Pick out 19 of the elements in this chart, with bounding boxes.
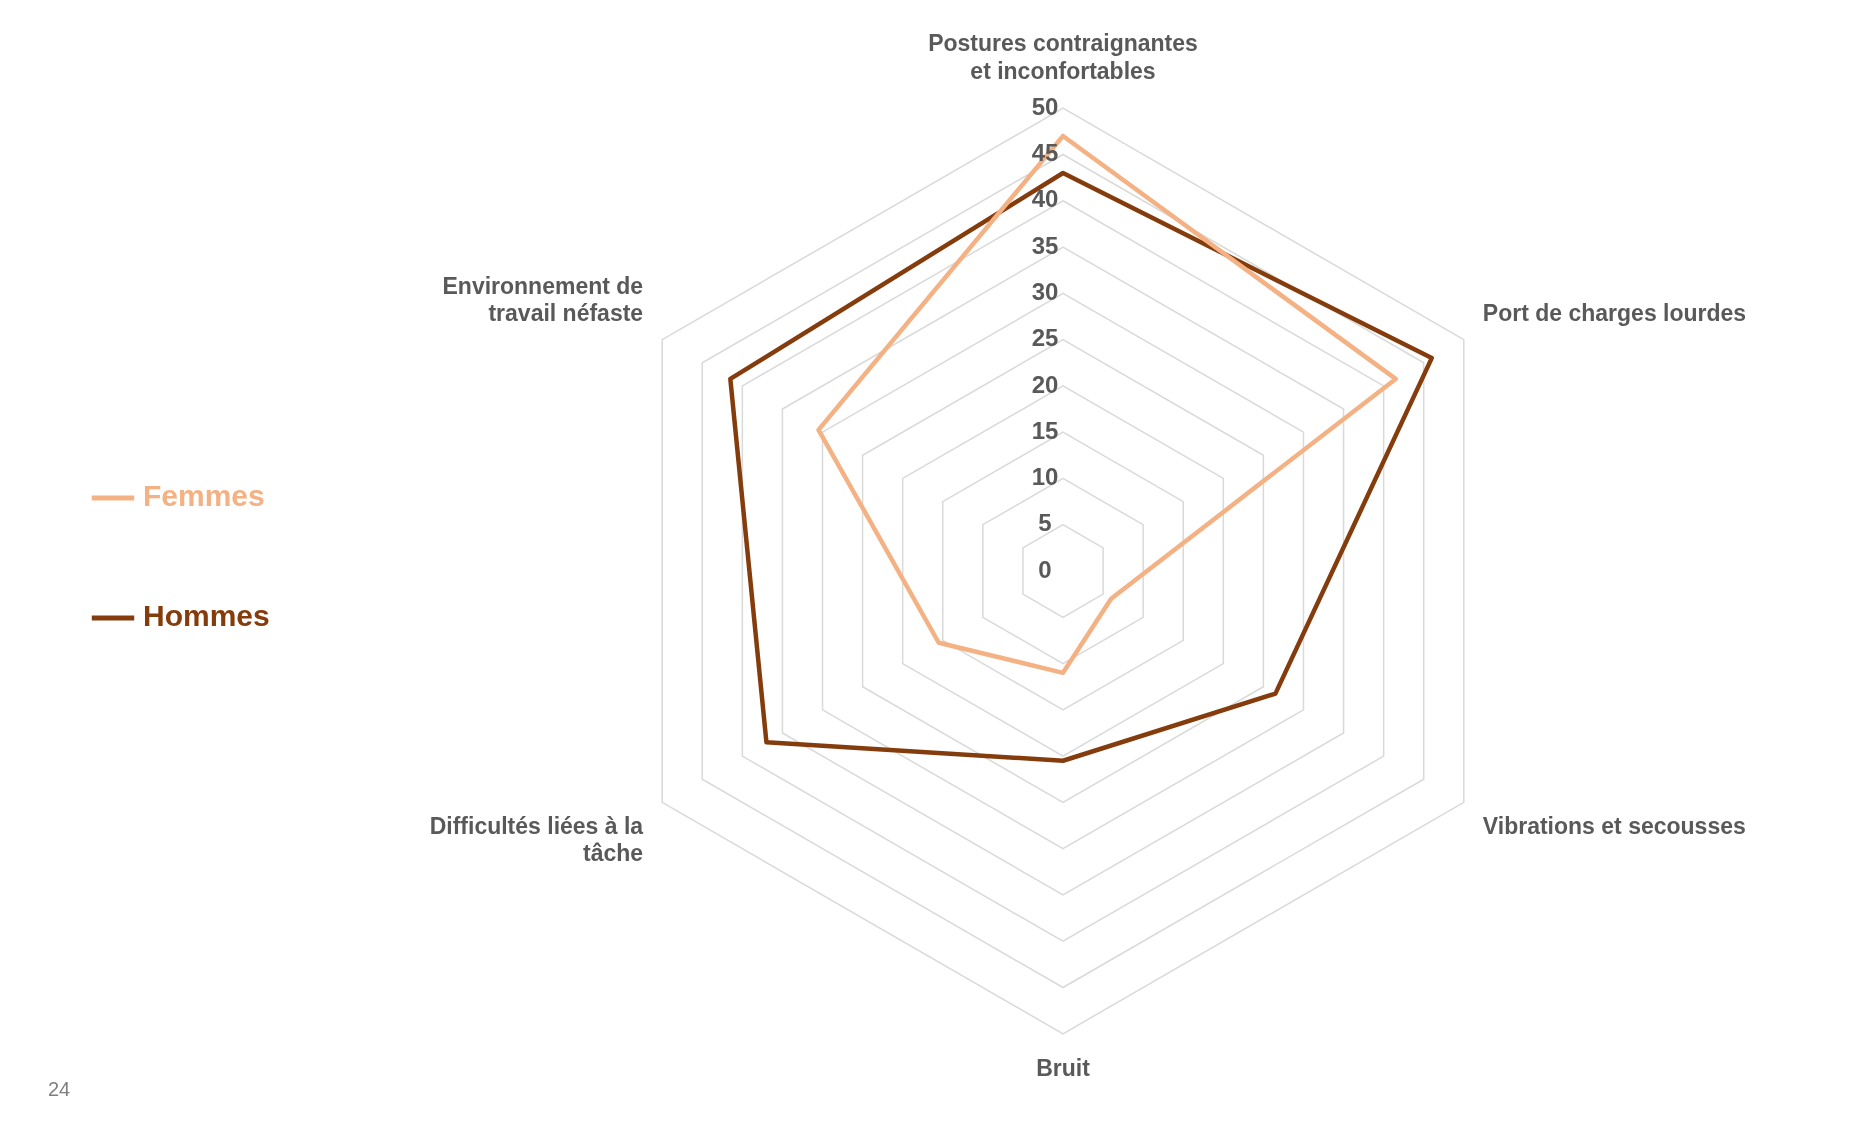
text: 24 bbox=[48, 1077, 71, 1100]
y-tick-label: 35 bbox=[1031, 231, 1059, 259]
y-tick-label: 20 bbox=[1031, 370, 1059, 398]
y-tick-label: 25 bbox=[1031, 324, 1059, 352]
spoke-label: Environnement de travail néfaste bbox=[442, 272, 644, 327]
spoke-label: Difficultés liées à la tâche bbox=[429, 812, 644, 867]
legend-label: Femmes bbox=[143, 479, 265, 513]
y-tick-label: 15 bbox=[1031, 416, 1059, 444]
y-tick-label: 30 bbox=[1031, 277, 1059, 305]
y-tick-label: 5 bbox=[1038, 509, 1052, 537]
spoke-label: Postures contraignantes et inconfortables bbox=[928, 30, 1198, 84]
spoke-label: Bruit bbox=[1036, 1054, 1091, 1081]
y-tick-label: 50 bbox=[1031, 92, 1059, 120]
y-tick-label: 40 bbox=[1031, 185, 1059, 213]
spoke-label: Port de charges lourdes bbox=[1482, 300, 1747, 327]
y-tick-label: 0 bbox=[1038, 555, 1052, 583]
legend-label: Hommes bbox=[143, 599, 270, 633]
y-tick-label: 10 bbox=[1031, 463, 1059, 491]
spoke-label: Vibrations et secousses bbox=[1482, 812, 1746, 839]
